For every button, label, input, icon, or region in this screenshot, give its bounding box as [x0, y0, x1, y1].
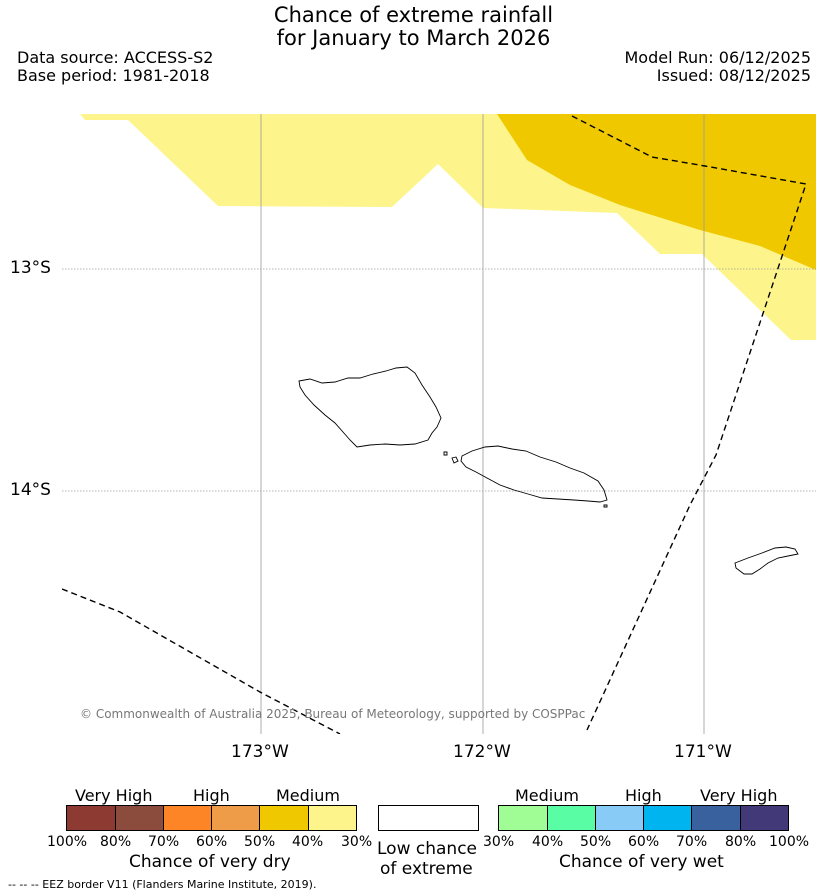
gridlines: [62, 114, 816, 734]
wet-swatch-6: [740, 805, 789, 831]
wet-tick-100: 100%: [769, 834, 810, 850]
nuulua-islet: [603, 504, 608, 508]
savaii-island: [298, 366, 442, 448]
dry-swatch-2: [115, 805, 164, 831]
dry-swatch-5: [259, 805, 309, 831]
wet-swatch-3: [595, 805, 644, 831]
low-chance-label-line1: Low chance: [377, 839, 477, 859]
data-source-label: Data source: ACCESS-S2: [17, 48, 214, 67]
issued-label: Issued: 08/12/2025: [656, 66, 811, 85]
wet-swatch-2: [547, 805, 596, 831]
lat-label-14s: 14°S: [10, 480, 51, 500]
dry-tick-50: 50%: [244, 834, 276, 850]
tutuila-island: [734, 546, 799, 575]
dry-medium-label: Medium: [276, 786, 340, 805]
dry-tick-30: 30%: [341, 834, 373, 850]
lon-label-172w: 172°W: [453, 742, 511, 762]
dry-colorbar-title: Chance of very dry: [129, 852, 291, 872]
wet-tick-50: 50%: [580, 834, 612, 850]
wet-tick-80: 80%: [725, 834, 757, 850]
upolu-island: [460, 445, 608, 503]
dry-very-high-label: Very High: [75, 786, 153, 805]
wet-high-label: High: [625, 786, 662, 805]
lon-label-173w: 173°W: [231, 742, 289, 762]
dry-tick-60: 60%: [196, 834, 228, 850]
lon-label-171w: 171°W: [674, 742, 732, 762]
wet-tick-40: 40%: [532, 834, 564, 850]
wet-very-high-label: Very High: [700, 786, 778, 805]
dry-tick-100: 100%: [47, 834, 88, 850]
map-title-line2: for January to March 2026: [276, 26, 551, 50]
lat-label-13s: 13°S: [10, 258, 51, 278]
low-chance-label-line2: of extreme: [380, 859, 473, 879]
medium-dry-dark-region: [497, 114, 816, 270]
dry-swatch-6: [308, 805, 357, 831]
wet-tick-70: 70%: [676, 834, 708, 850]
low-chance-swatch: [378, 805, 479, 831]
dry-tick-80: 80%: [100, 834, 132, 850]
wet-swatch-1: [498, 805, 548, 831]
coastlines: [298, 366, 799, 575]
dry-tick-40: 40%: [292, 834, 324, 850]
dry-high-label: High: [193, 786, 230, 805]
model-run-label: Model Run: 06/12/2025: [624, 48, 812, 67]
dry-tick-70: 70%: [148, 834, 180, 850]
wet-colorbar-title: Chance of very wet: [559, 852, 724, 872]
manono-island: [451, 456, 459, 464]
wet-swatch-4: [643, 805, 692, 831]
wet-swatch-5: [691, 805, 741, 831]
dry-swatch-4: [211, 805, 260, 831]
eez-border-note: -- -- -- EEZ border V11 (Flanders Marine…: [8, 878, 317, 891]
copyright-notice: © Commonwealth of Australia 2025, Bureau…: [80, 707, 586, 721]
wet-tick-30: 30%: [483, 834, 515, 850]
map-title-line1: Chance of extreme rainfall: [273, 3, 554, 27]
eez-border: [62, 115, 807, 734]
wet-medium-label: Medium: [515, 786, 579, 805]
base-period-label: Base period: 1981-2018: [17, 66, 210, 85]
wet-tick-60: 60%: [628, 834, 660, 850]
dry-swatch-1: [66, 805, 116, 831]
apolima-island: [443, 451, 448, 456]
dry-swatch-3: [163, 805, 212, 831]
